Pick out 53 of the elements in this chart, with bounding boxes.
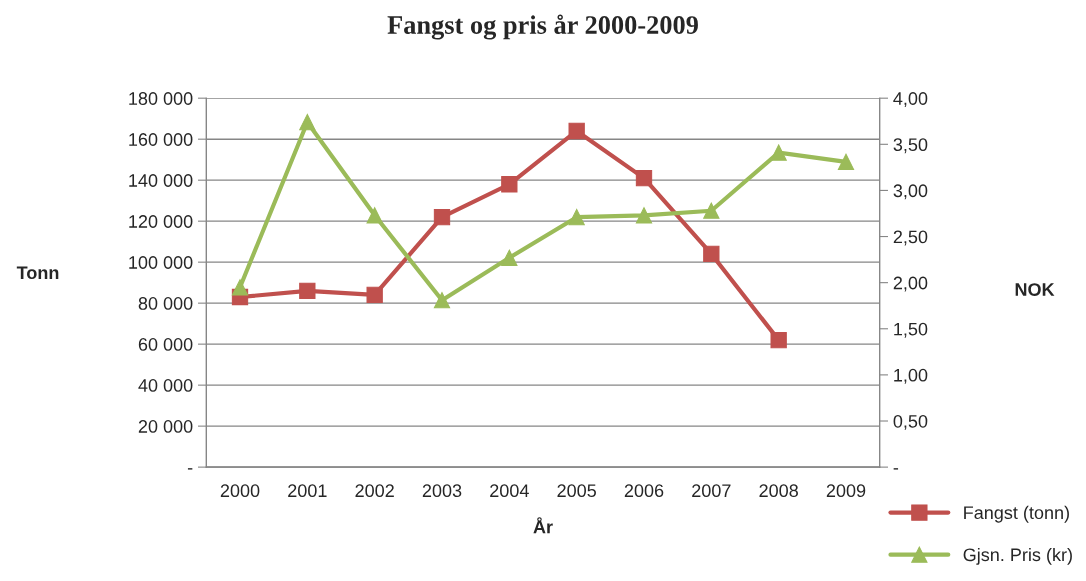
y-tick-label: 80 000: [138, 297, 193, 310]
y-tick-label: 60 000: [138, 338, 193, 351]
x-tick-label: 2006: [624, 484, 664, 498]
y-tick-label: 40 000: [138, 379, 193, 392]
y2-tick-label: 2,00: [893, 276, 928, 292]
x-tick-label: 2008: [759, 484, 798, 498]
y2-tick-label: 2,50: [893, 230, 928, 246]
y-tick-label: 120 000: [129, 215, 193, 228]
point: [568, 122, 585, 140]
point: [231, 279, 249, 296]
point: [433, 208, 451, 226]
x-tick-label: 2002: [355, 484, 394, 498]
chart-title: Fangst og pris år 2000-2009: [387, 14, 698, 40]
x-tick-label: 2009: [826, 484, 866, 498]
y2-axis-title: NOK: [1015, 283, 1055, 296]
legend-label: Fangst (tonn): [964, 505, 1069, 523]
y-tick-label: 140 000: [129, 174, 193, 187]
y2-tick-label: -: [893, 468, 899, 470]
y2-tick-label: 3,50: [893, 138, 928, 154]
point: [770, 144, 787, 161]
point: [568, 209, 585, 226]
point: [366, 286, 383, 304]
x-tick-label: 2000: [220, 484, 260, 498]
point: [837, 153, 855, 170]
x-axis-title: År: [533, 517, 553, 534]
y2-tick-label: 1,00: [894, 368, 928, 384]
y2-tick-label: 0,50: [893, 414, 928, 430]
y-tick-label: 180 000: [129, 92, 193, 105]
legend-label: Gjsn. Pris (kr): [963, 547, 1072, 565]
point: [770, 331, 787, 349]
point: [501, 176, 518, 193]
point: [635, 169, 653, 187]
y-tick-label: 100 000: [129, 256, 193, 269]
point: [501, 249, 518, 266]
point: [433, 292, 451, 309]
y-axis-title: Tonn: [16, 266, 59, 280]
y2-tick-label: 3,00: [893, 184, 928, 200]
point: [299, 282, 316, 300]
point: [703, 245, 720, 263]
x-tick-label: 2005: [557, 484, 596, 498]
x-tick-label: 2003: [422, 484, 462, 498]
x-tick-label: 2004: [490, 484, 529, 498]
x-tick-label: 2001: [288, 484, 327, 498]
point: [635, 207, 653, 224]
point: [299, 114, 316, 131]
y-tick-label: 160 000: [129, 133, 193, 146]
x-tick-label: 2007: [692, 484, 731, 498]
y2-tick-label: 4,00: [893, 92, 928, 108]
y2-tick-label: 1,50: [894, 322, 928, 338]
y-tick-label: -: [187, 468, 193, 470]
y-tick-label: 20 000: [138, 420, 193, 433]
point: [366, 207, 383, 224]
point: [703, 202, 720, 219]
